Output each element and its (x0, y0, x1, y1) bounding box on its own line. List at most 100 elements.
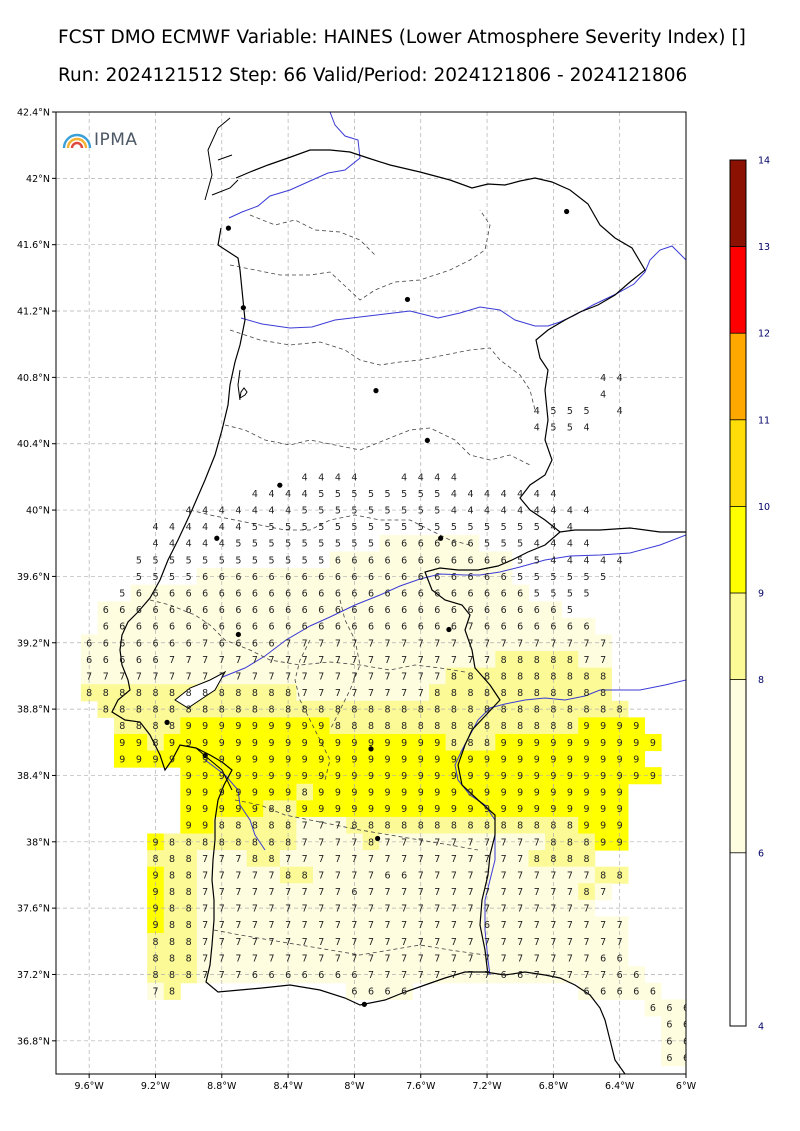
haines-value: 8 (219, 837, 225, 848)
haines-cell (379, 750, 397, 768)
haines-value: 9 (351, 788, 357, 799)
city-marker (202, 752, 208, 759)
haines-value: 8 (550, 837, 556, 848)
haines-cell (528, 933, 546, 951)
haines-value: 8 (534, 721, 540, 732)
haines-value: 7 (550, 638, 556, 649)
haines-value: 7 (600, 887, 606, 898)
haines-value: 9 (186, 721, 192, 732)
haines-value: 9 (252, 788, 258, 799)
haines-cell (511, 866, 529, 884)
haines-cell (495, 617, 513, 635)
city-marker (240, 305, 246, 311)
haines-cell (279, 850, 297, 868)
haines-value: 8 (302, 705, 308, 716)
haines-cell (296, 916, 314, 934)
haines-value: 9 (534, 771, 540, 782)
haines-cell (180, 651, 198, 669)
haines-value: 7 (235, 887, 241, 898)
haines-value: 6 (152, 622, 158, 633)
haines-value: 8 (103, 705, 109, 716)
haines-value: 7 (567, 887, 573, 898)
haines-value: 8 (186, 920, 192, 931)
haines-value: 5 (302, 539, 308, 550)
haines-value: 6 (318, 589, 324, 600)
haines-cell (329, 733, 347, 752)
haines-value: 6 (136, 589, 142, 600)
haines-cell (263, 850, 281, 868)
lon-tick-label: 6.8°W (539, 1081, 569, 1092)
haines-cell (445, 733, 463, 752)
haines-cell (263, 667, 281, 685)
haines-value: 5 (302, 506, 308, 517)
haines-value: 9 (451, 754, 457, 765)
haines-cell (395, 982, 413, 1000)
haines-value: 8 (252, 705, 258, 716)
haines-value: 8 (186, 688, 192, 699)
haines-cell (462, 933, 480, 951)
river-douro (240, 245, 686, 329)
haines-cell (329, 601, 347, 619)
colorbar-tick-label: 6 (758, 848, 764, 859)
haines-value: 8 (550, 688, 556, 699)
haines-value: 6 (617, 953, 623, 964)
haines-cell (627, 982, 646, 1000)
haines-value: 5 (186, 555, 192, 566)
haines-value: 6 (484, 555, 490, 566)
haines-value: 6 (302, 970, 308, 981)
haines-cell (114, 733, 132, 752)
haines-cell (429, 750, 447, 768)
haines-value: 4 (169, 539, 175, 550)
colorbar-tick-label: 4 (758, 1022, 764, 1033)
haines-cell (196, 816, 214, 834)
haines-cell (312, 634, 331, 652)
haines-cell (246, 733, 264, 752)
haines-cell (578, 833, 596, 851)
haines-value: 4 (202, 506, 208, 517)
haines-value: 5 (269, 522, 275, 533)
haines-value: 7 (467, 887, 473, 898)
haines-cell (511, 684, 529, 702)
haines-cell (163, 617, 181, 635)
haines-value: 9 (302, 754, 308, 765)
haines-value: 7 (401, 953, 407, 964)
haines-value: 4 (567, 522, 573, 533)
haines-value: 7 (484, 638, 490, 649)
haines-cell (312, 899, 331, 917)
haines-cell (196, 717, 214, 735)
haines-value: 7 (368, 920, 374, 931)
haines-value: 7 (484, 887, 490, 898)
haines-value: 5 (119, 589, 125, 600)
haines-cell (528, 866, 546, 884)
haines-cell (429, 800, 447, 818)
haines-cell (362, 800, 380, 818)
haines-value: 9 (285, 788, 291, 799)
haines-cell (528, 750, 546, 768)
haines-value: 6 (186, 638, 192, 649)
haines-value: 8 (501, 688, 507, 699)
haines-cell (594, 684, 612, 702)
haines-value: 6 (235, 622, 241, 633)
haines-value: 6 (368, 555, 374, 566)
colorbar-tick-label: 8 (758, 675, 764, 686)
haines-cell (312, 667, 331, 685)
haines-value: 7 (335, 887, 341, 898)
lat-tick-label: 41.6°N (17, 240, 50, 251)
haines-cell (246, 667, 264, 685)
haines-cell (594, 933, 612, 951)
haines-value: 7 (600, 970, 606, 981)
lat-tick-label: 39.2°N (17, 638, 50, 649)
haines-value: 9 (335, 754, 341, 765)
haines-value: 4 (534, 539, 540, 550)
haines-value: 9 (269, 788, 275, 799)
haines-value: 9 (318, 754, 324, 765)
haines-value: 6 (269, 638, 275, 649)
haines-value: 4 (501, 506, 507, 517)
haines-cell (395, 601, 413, 619)
haines-cell (561, 617, 579, 635)
haines-value: 6 (683, 1003, 689, 1014)
haines-cell (429, 816, 447, 834)
haines-value: 9 (385, 771, 391, 782)
haines-value: 8 (119, 705, 125, 716)
